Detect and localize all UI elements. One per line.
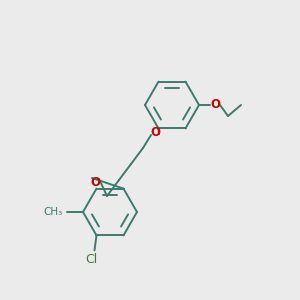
Text: O: O [210, 98, 220, 112]
Text: O: O [90, 176, 100, 188]
Text: O: O [150, 125, 160, 139]
Text: CH₃: CH₃ [44, 207, 63, 217]
Text: Cl: Cl [85, 254, 98, 266]
